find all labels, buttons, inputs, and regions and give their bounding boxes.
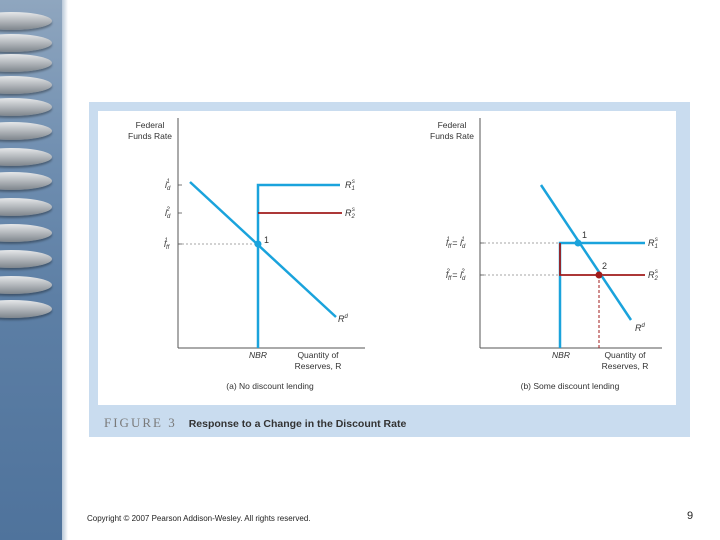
figure-title: Response to a Change in the Discount Rat… [188, 418, 407, 430]
slide-edge [62, 0, 68, 540]
tick-label-id2-a: id2 [165, 207, 171, 220]
curve-label-supply1-a: R1s [345, 179, 355, 192]
x-axis-title-line2-b: Reserves, R [602, 361, 649, 371]
curve-label-demand-a: Rd [338, 314, 349, 324]
y-axis-title-line2-b: Funds Rate [430, 131, 474, 141]
figure-caption: FIGURE 3 Response to a Change in the Disc… [104, 414, 406, 432]
point-label-1-a: 1 [264, 235, 269, 245]
tick-label-eq2-b: iff2 = id2 [445, 269, 466, 282]
equilibrium-point-1-b [574, 239, 582, 247]
curve-label-supply2-b: R2s [648, 269, 659, 282]
copyright-notice: Copyright © 2007 Pearson Addison-Wesley.… [87, 514, 311, 523]
y-axis-title-line1-b: Federal [438, 120, 467, 130]
tick-label-id1-a: id1 [165, 179, 171, 192]
page-number: 9 [687, 510, 694, 522]
supply-curve-1-a [256, 183, 340, 348]
tick-label-eq1-b: iff1 = id1 [446, 237, 466, 250]
y-axis-title-line2-a: Funds Rate [128, 131, 172, 141]
subtitle-a: (a) No discount lending [226, 381, 314, 391]
equilibrium-point-2-b [595, 271, 603, 279]
curve-label-demand-b: Rd [635, 323, 646, 333]
figure-panel [98, 111, 676, 405]
supply-curve-2-b [559, 243, 645, 276]
figure-number: FIGURE 3 [104, 415, 177, 430]
coin-stack-background [0, 0, 62, 540]
y-axis-title-line1-a: Federal [136, 120, 165, 130]
demand-curve-a [189, 181, 337, 318]
curve-label-supply2-a: R2s [345, 207, 356, 220]
nbr-label-b: NBR [552, 350, 570, 360]
graph-b: Federal Funds Rate iff1 = id1 iff2 = id2… [430, 118, 662, 391]
nbr-label-a: NBR [249, 350, 267, 360]
x-axis-title-line2-a: Reserves, R [295, 361, 342, 371]
demand-curve-b [539, 184, 633, 321]
point-label-1-b: 1 [582, 230, 587, 240]
graph-a: Federal Funds Rate id1 id2 iff1 1 R1s R2… [128, 118, 365, 391]
x-axis-title-line1-a: Quantity of [297, 350, 339, 360]
subtitle-b: (b) Some discount lending [521, 381, 620, 391]
x-axis-title-line1-b: Quantity of [604, 350, 646, 360]
supply-curve-1-b [558, 241, 645, 348]
tick-label-iff1-a: iff1 [164, 238, 171, 251]
equilibrium-point-1-a [254, 240, 262, 248]
point-label-2-b: 2 [602, 261, 607, 271]
curve-label-supply1-b: R1s [648, 237, 658, 250]
